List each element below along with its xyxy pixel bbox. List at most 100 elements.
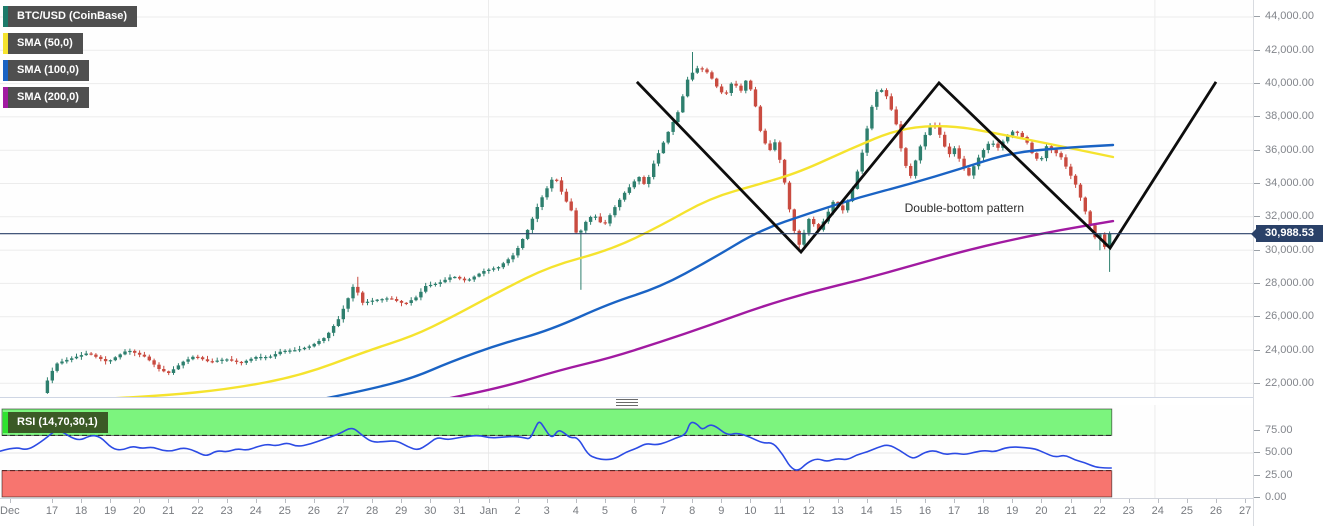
time-axis-label: 26 bbox=[1209, 505, 1223, 517]
time-tick bbox=[895, 499, 897, 503]
price-pane[interactable] bbox=[0, 0, 1253, 397]
time-tick bbox=[1099, 499, 1101, 503]
price-axis-label: 34,000.00 bbox=[1265, 177, 1314, 189]
rsi-oversold-zone bbox=[1, 470, 1113, 498]
time-axis-label: 22 bbox=[1093, 505, 1106, 517]
time-tick bbox=[139, 499, 141, 503]
time-axis-label: 12 bbox=[802, 505, 815, 517]
time-tick bbox=[517, 499, 519, 503]
price-arrow-icon bbox=[1251, 228, 1256, 239]
time-axis-label: 18 bbox=[977, 505, 990, 517]
time-axis-label: 13 bbox=[831, 505, 844, 517]
sma50-stripe-icon bbox=[3, 33, 8, 54]
time-axis-label: 21 bbox=[162, 505, 175, 517]
time-axis-label: 6 bbox=[630, 505, 638, 517]
symbol-stripe-icon bbox=[3, 6, 8, 27]
time-tick bbox=[313, 499, 315, 503]
time-tick bbox=[692, 499, 694, 503]
sma50-label: SMA (50,0) bbox=[17, 37, 73, 49]
time-axis-label: 18 bbox=[74, 505, 88, 517]
time-axis-label: 27 bbox=[336, 505, 350, 517]
time-tick bbox=[343, 499, 344, 503]
pane-divider bbox=[0, 397, 1331, 398]
time-axis-label: 3 bbox=[543, 505, 550, 517]
pane-resize-handle-icon[interactable] bbox=[616, 399, 638, 406]
time-axis[interactable]: Dec 17 18 19 20 21 22 23 24 25 26 27 28 29 30 31 Jan 2 3 4 5… bbox=[0, 498, 1331, 526]
sma200-badge[interactable]: SMA (200,0) bbox=[3, 87, 89, 108]
price-tick bbox=[1254, 349, 1260, 351]
time-tick bbox=[226, 499, 228, 503]
sma50-line[interactable] bbox=[100, 125, 1115, 397]
sma200-stripe-icon bbox=[3, 87, 8, 108]
time-tick bbox=[808, 499, 810, 503]
rsi-line[interactable] bbox=[0, 421, 1112, 471]
time-axis-label: 19 bbox=[104, 505, 117, 517]
time-tick bbox=[1157, 499, 1159, 503]
time-axis-label: 10 bbox=[744, 505, 757, 517]
sma100-badge[interactable]: SMA (100,0) bbox=[3, 60, 89, 81]
sma200-label: SMA (200,0) bbox=[17, 91, 79, 103]
price-tick bbox=[1254, 49, 1260, 51]
rsi-tick bbox=[1254, 430, 1260, 432]
price-tick bbox=[1254, 83, 1260, 85]
price-tick bbox=[1254, 382, 1260, 384]
time-tick bbox=[866, 499, 868, 503]
time-tick bbox=[546, 499, 548, 503]
price-axis-label: 22,000.00 bbox=[1265, 376, 1314, 389]
price-axis-label: 42,000.00 bbox=[1265, 43, 1314, 56]
sma100-label: SMA (100,0) bbox=[17, 64, 79, 76]
time-tick bbox=[168, 499, 170, 503]
price-axis-label: 36,000.00 bbox=[1265, 143, 1314, 156]
sma50-badge[interactable]: SMA (50,0) bbox=[3, 33, 83, 54]
time-tick bbox=[9, 499, 11, 503]
rsi-axis-label: 25.00 bbox=[1265, 468, 1293, 481]
rsi-axis-label: 0.00 bbox=[1265, 490, 1287, 503]
time-tick bbox=[925, 499, 926, 503]
symbol-badge[interactable]: BTC/USD (CoinBase) bbox=[3, 6, 138, 27]
time-tick bbox=[459, 499, 461, 503]
time-axis-label: 5 bbox=[601, 505, 608, 517]
time-axis-label: 21 bbox=[1064, 505, 1077, 517]
time-axis-label: Dec bbox=[0, 505, 20, 517]
time-axis-label: 17 bbox=[947, 505, 961, 517]
time-tick bbox=[488, 499, 490, 503]
sma100-line[interactable] bbox=[326, 143, 1115, 397]
time-axis-label: 8 bbox=[689, 505, 696, 517]
time-tick bbox=[1128, 499, 1130, 503]
last-price-badge: 30,988.53 bbox=[1251, 225, 1323, 243]
time-tick bbox=[634, 499, 635, 503]
time-tick bbox=[983, 499, 985, 503]
price-axis-label: 26,000.00 bbox=[1265, 310, 1314, 323]
candles-layer bbox=[45, 52, 1112, 394]
sma100-stripe-icon bbox=[3, 60, 8, 81]
sma200-line[interactable] bbox=[449, 219, 1115, 397]
symbol-label: BTC/USD (CoinBase) bbox=[17, 10, 128, 22]
time-axis-label: 17 bbox=[45, 505, 59, 517]
rsi-axis-label: 75.00 bbox=[1265, 424, 1293, 437]
time-axis-label: 28 bbox=[365, 505, 379, 517]
time-axis-label: 27 bbox=[1238, 505, 1252, 517]
rsi-badge[interactable]: RSI (14,70,30,1) bbox=[3, 412, 108, 433]
rsi-pane[interactable] bbox=[0, 405, 1253, 498]
time-axis-label: 25 bbox=[278, 505, 291, 517]
price-axis[interactable]: 44,000.00 42,000.00 40,000.00 38,000.00 36,0… bbox=[1253, 0, 1331, 526]
double-bottom-trendline[interactable] bbox=[635, 80, 1218, 255]
time-axis-label: 29 bbox=[395, 505, 408, 517]
time-axis-label: 30 bbox=[424, 505, 437, 517]
price-tick bbox=[1254, 116, 1260, 118]
time-tick bbox=[1186, 499, 1188, 503]
rsi-label: RSI (14,70,30,1) bbox=[17, 416, 98, 428]
price-axis-label: 40,000.00 bbox=[1265, 77, 1314, 90]
price-axis-label: 28,000.00 bbox=[1265, 276, 1314, 289]
price-tick bbox=[1254, 149, 1260, 151]
time-tick bbox=[372, 499, 374, 503]
time-tick bbox=[575, 499, 577, 503]
time-axis-label: 31 bbox=[453, 505, 466, 517]
time-axis-label: 23 bbox=[1122, 505, 1135, 517]
time-axis-label: 24 bbox=[1151, 505, 1164, 517]
rsi-stripe-icon bbox=[3, 412, 8, 433]
price-axis-label: 24,000.00 bbox=[1265, 343, 1314, 356]
time-tick bbox=[721, 499, 723, 503]
pattern-annotation: Double-bottom pattern bbox=[904, 200, 1025, 215]
time-axis-label: 15 bbox=[889, 505, 903, 517]
